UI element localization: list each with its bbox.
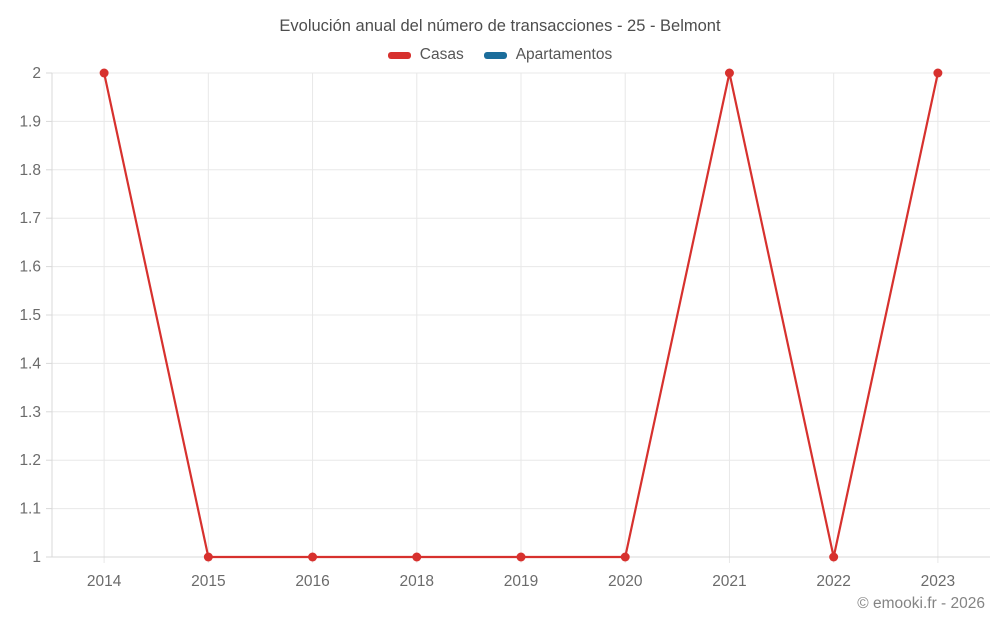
y-tick-label: 1.2 — [19, 452, 41, 469]
data-point-casas[interactable] — [620, 552, 630, 562]
x-tick-label: 2015 — [191, 573, 225, 590]
legend-item-casas[interactable]: Casas — [387, 46, 464, 64]
data-point-casas[interactable] — [933, 68, 943, 78]
y-tick-label: 1.6 — [19, 259, 41, 276]
y-tick-label: 1.1 — [19, 501, 41, 518]
data-point-casas[interactable] — [724, 68, 734, 78]
x-tick-label: 2020 — [608, 573, 643, 590]
legend: Casas Apartamentos — [0, 46, 1000, 64]
x-tick-label: 2023 — [921, 573, 955, 590]
x-tick-label: 2014 — [87, 573, 122, 590]
y-tick-label: 2 — [32, 65, 41, 82]
x-tick-label: 2018 — [400, 573, 434, 590]
y-tick-label: 1.3 — [19, 404, 41, 421]
chart-title: Evolución anual del número de transaccio… — [279, 17, 721, 35]
y-tick-label: 1.5 — [19, 307, 41, 324]
data-point-casas[interactable] — [412, 552, 422, 562]
data-point-casas[interactable] — [99, 68, 109, 78]
casas-legend-swatch-icon — [387, 51, 411, 59]
legend-item-apartamentos[interactable]: Apartamentos — [483, 46, 613, 64]
legend-label-apartamentos: Apartamentos — [515, 46, 613, 63]
x-tick-label: 2022 — [816, 573, 850, 590]
data-point-casas[interactable] — [203, 552, 213, 562]
data-point-casas[interactable] — [516, 552, 526, 562]
y-tick-label: 1.4 — [19, 355, 41, 372]
data-point-casas[interactable] — [308, 552, 318, 562]
legend-label-casas: Casas — [419, 46, 464, 63]
x-tick-label: 2019 — [504, 573, 538, 590]
y-tick-label: 1 — [32, 549, 41, 566]
y-tick-label: 1.7 — [19, 210, 41, 227]
x-tick-label: 2021 — [712, 573, 746, 590]
y-tick-label: 1.9 — [19, 113, 41, 130]
x-tick-label: 2016 — [295, 573, 329, 590]
apartamentos-legend-swatch-icon — [483, 51, 507, 59]
footer-credit: © emooki.fr - 2026 — [857, 595, 985, 612]
y-tick-label: 1.8 — [19, 162, 41, 179]
data-point-casas[interactable] — [829, 552, 839, 562]
